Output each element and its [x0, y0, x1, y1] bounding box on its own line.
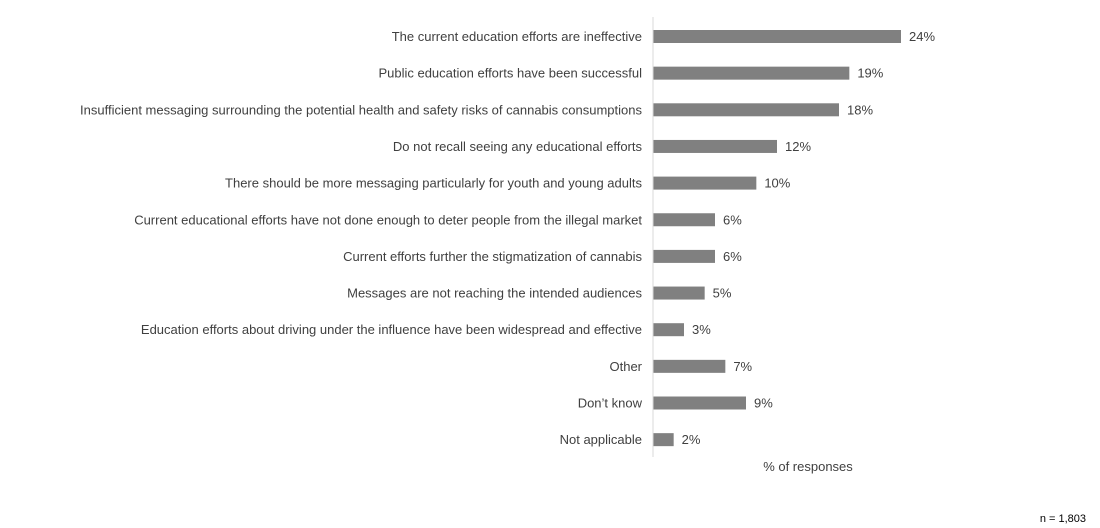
bar [653, 103, 839, 117]
bar [653, 139, 777, 153]
bar [653, 396, 746, 410]
value-label: 24% [909, 29, 935, 44]
bar [653, 359, 726, 373]
bar [653, 286, 705, 300]
category-label: Current educational efforts have not don… [134, 212, 642, 227]
category-label: Education efforts about driving under th… [141, 322, 642, 337]
value-label: 5% [713, 286, 732, 301]
bar [653, 176, 757, 190]
value-label: 18% [847, 102, 873, 117]
bar [653, 213, 715, 227]
bar [653, 433, 674, 447]
category-label: The current education efforts are ineffe… [392, 29, 642, 44]
bar [653, 66, 850, 80]
bar [653, 323, 684, 337]
bars-group: The current education efforts are ineffe… [80, 29, 935, 447]
value-label: 12% [785, 139, 811, 154]
category-label: There should be more messaging particula… [225, 176, 642, 191]
bar [653, 249, 715, 263]
x-axis-title: % of responses [763, 459, 853, 474]
category-label: Do not recall seeing any educational eff… [393, 139, 643, 154]
category-label: Not applicable [560, 432, 642, 447]
category-label: Other [609, 359, 642, 374]
category-label: Public education efforts have been succe… [378, 66, 642, 81]
value-label: 19% [857, 66, 883, 81]
value-label: 9% [754, 396, 773, 411]
value-label: 7% [733, 359, 752, 374]
value-label: 10% [764, 176, 790, 191]
value-label: 3% [692, 322, 711, 337]
value-label: 6% [723, 249, 742, 264]
value-label: 2% [682, 432, 701, 447]
category-label: Insufficient messaging surrounding the p… [80, 102, 642, 117]
category-label: Messages are not reaching the intended a… [347, 286, 642, 301]
sample-size-note: n = 1,803 [1039, 513, 1086, 525]
category-label: Current efforts further the stigmatizati… [343, 249, 642, 264]
category-label: Don’t know [578, 396, 643, 411]
bar [653, 30, 901, 43]
value-label: 6% [723, 212, 742, 227]
